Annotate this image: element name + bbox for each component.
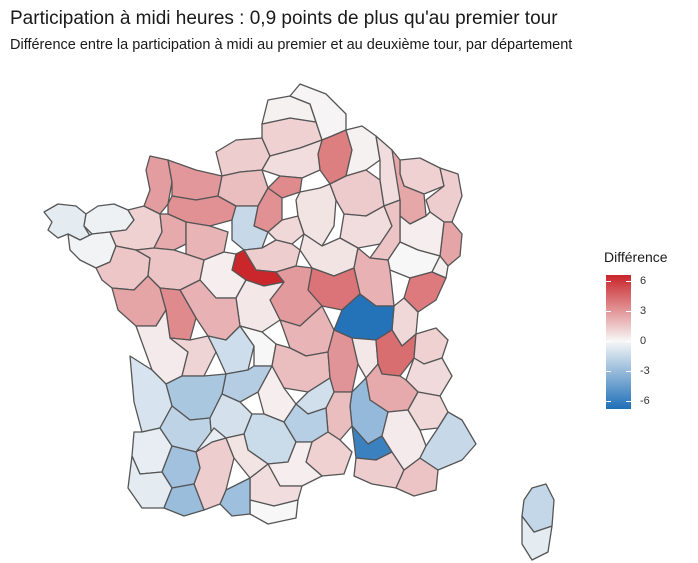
department-81: [225, 433, 269, 479]
legend-tick-mark: [626, 281, 631, 282]
legend-tick-mark: [626, 341, 631, 342]
department-16: [169, 335, 217, 377]
legend-tick-label: 3: [640, 305, 647, 317]
legend-tick-label: -6: [640, 395, 650, 407]
department-08: [345, 125, 381, 177]
department-29: [43, 203, 91, 241]
legend-tick-mark: [606, 371, 611, 372]
map-title: Participation à midi heures : 0,9 points…: [10, 8, 558, 29]
legend-tick-mark: [606, 341, 611, 342]
department-77: [295, 183, 337, 247]
legend-tick-label: 0: [640, 335, 647, 347]
department-53: [153, 213, 187, 251]
legend-tick-mark: [626, 401, 631, 402]
department-06: [419, 411, 477, 471]
legend-tick-mark: [626, 371, 631, 372]
legend-tick-mark: [626, 311, 631, 312]
map-subtitle: Différence entre la participation à midi…: [10, 37, 573, 53]
legend-title: Différence: [604, 249, 668, 265]
legend-color-bar: [606, 275, 631, 409]
department-87: [207, 325, 255, 375]
legend-tick-mark: [606, 401, 611, 402]
legend-tick-label: -3: [640, 365, 650, 377]
legend-tick-mark: [606, 281, 611, 282]
department-61: [167, 195, 237, 227]
legend-tick-label: 6: [640, 275, 647, 287]
department-14: [167, 159, 223, 201]
department-65: [163, 483, 205, 517]
department-2B: [521, 483, 555, 533]
legend-tick-mark: [606, 311, 611, 312]
